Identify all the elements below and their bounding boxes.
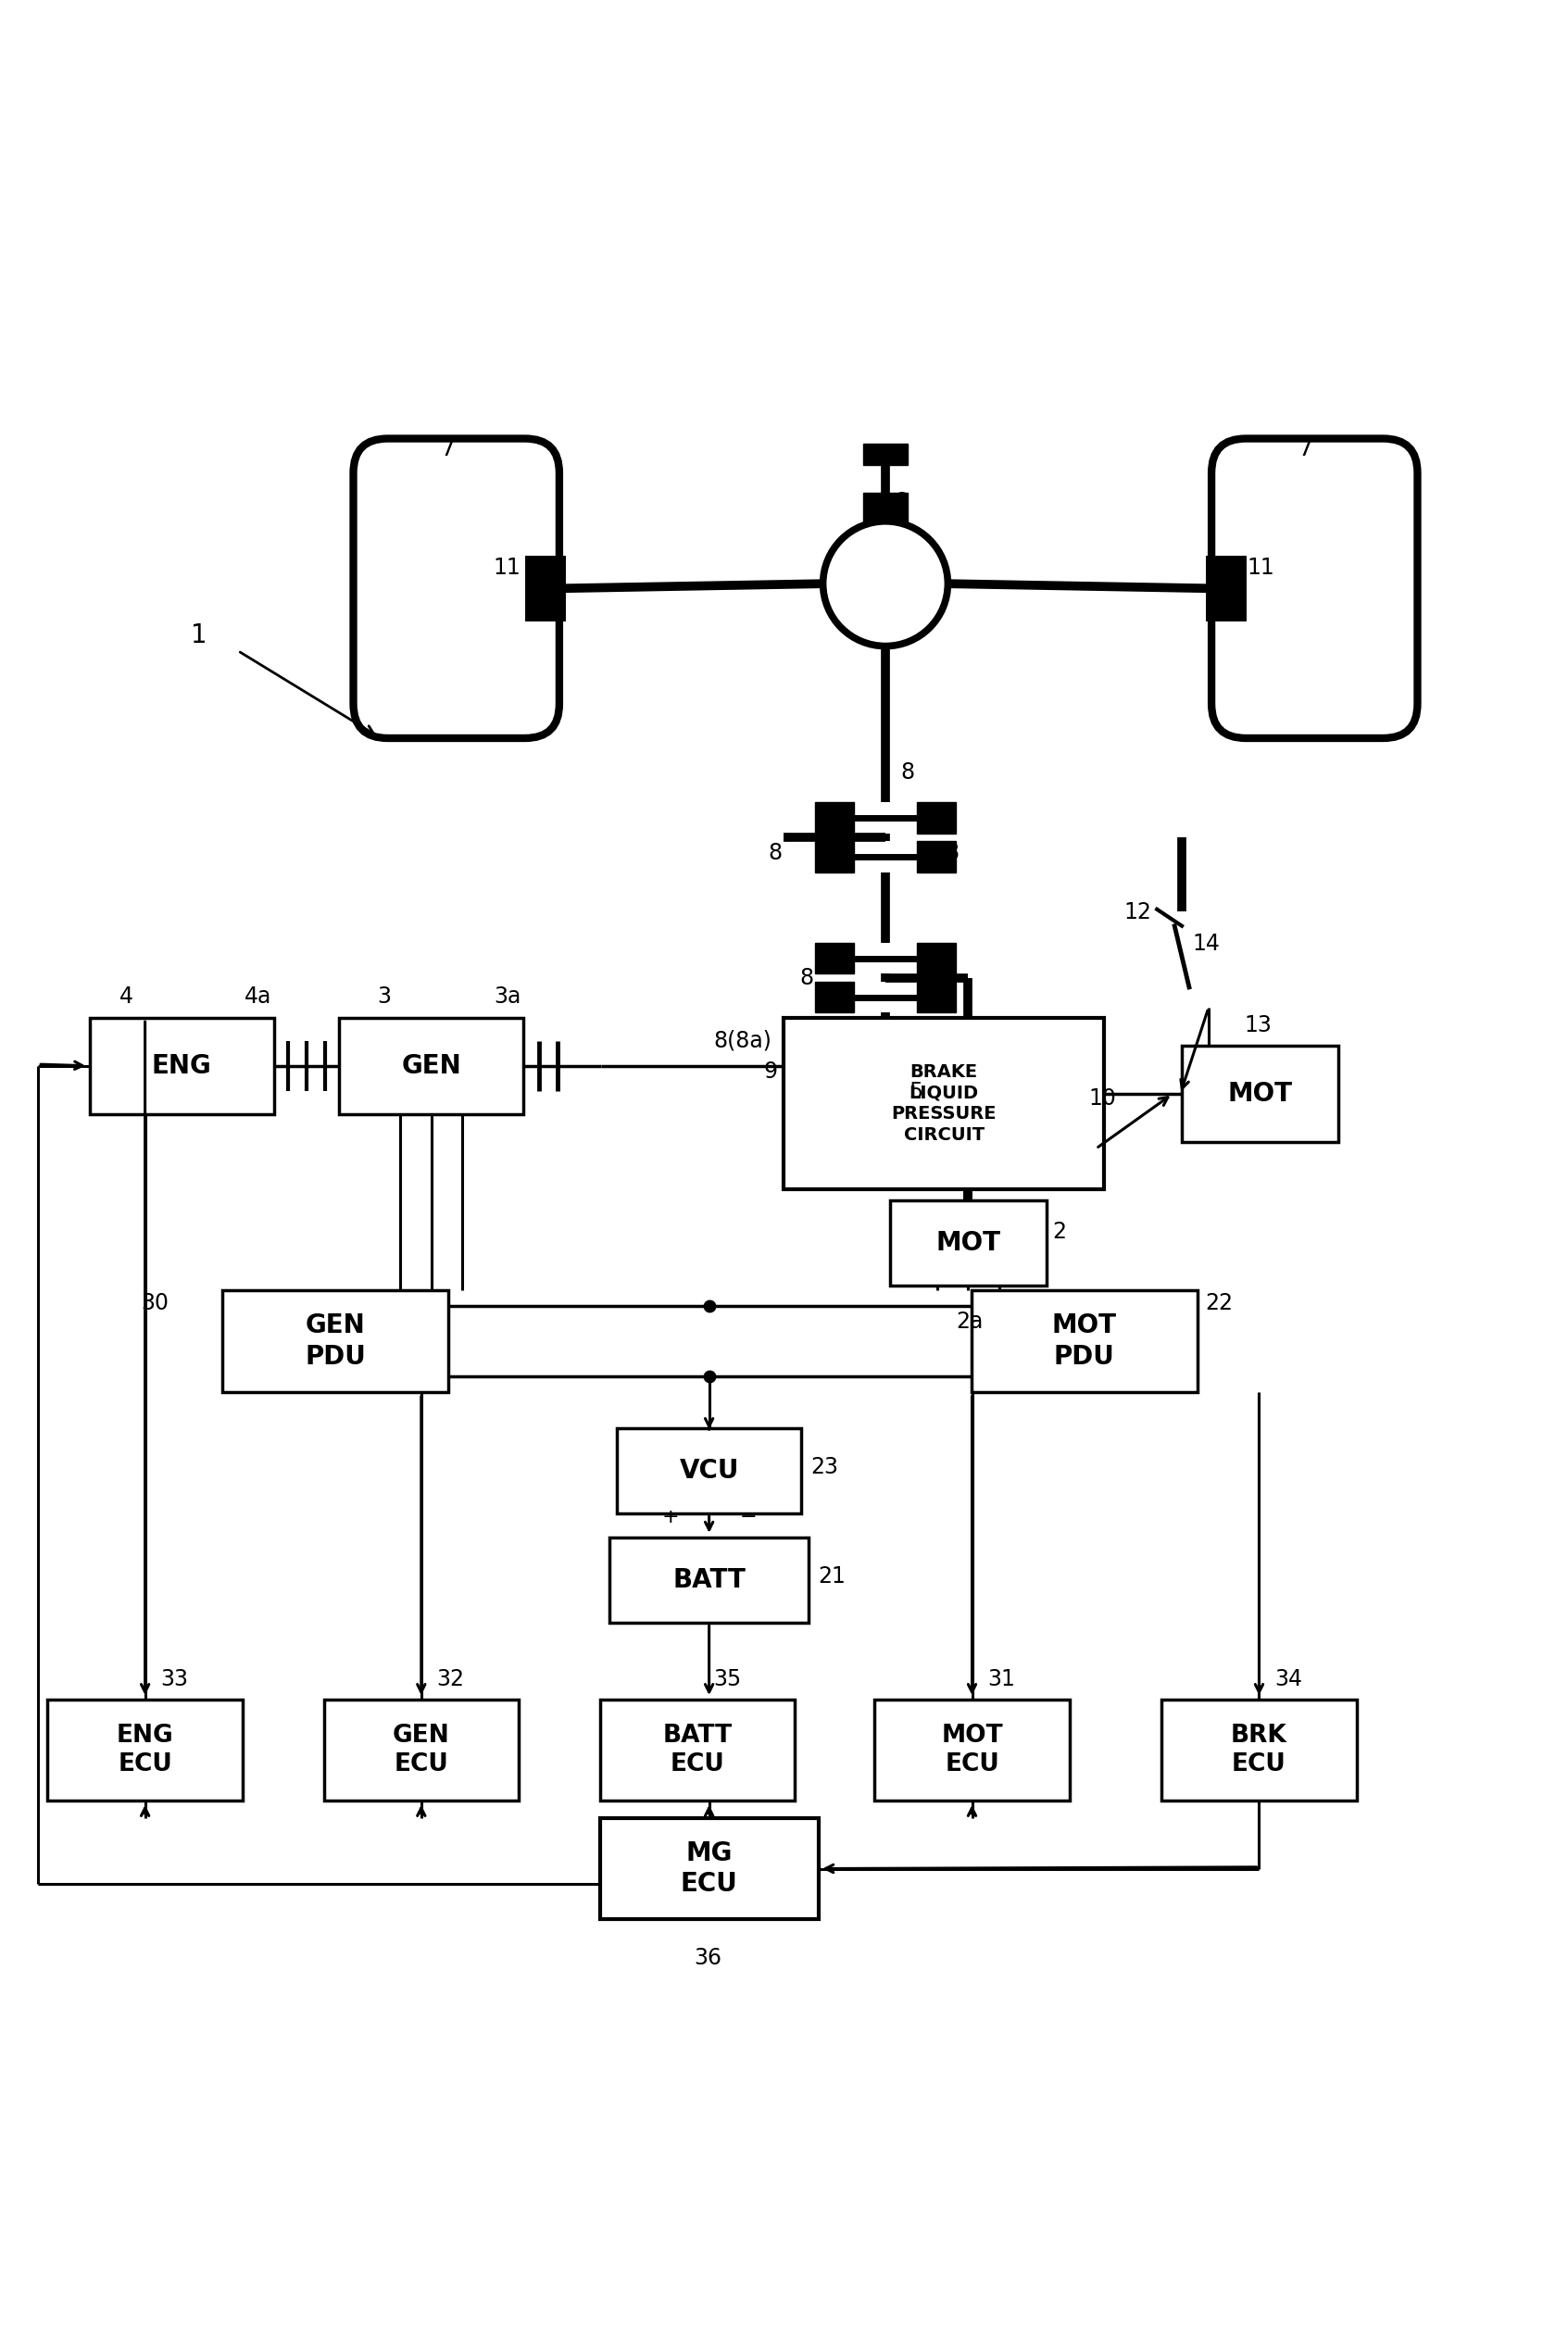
Text: 4: 4 <box>119 986 133 1009</box>
FancyBboxPatch shape <box>618 1427 801 1514</box>
Text: 9: 9 <box>764 1061 778 1082</box>
Text: 32: 32 <box>437 1669 464 1690</box>
FancyBboxPatch shape <box>917 803 955 833</box>
FancyBboxPatch shape <box>610 1537 809 1622</box>
FancyBboxPatch shape <box>323 1699 519 1800</box>
FancyBboxPatch shape <box>784 1019 1104 1190</box>
FancyBboxPatch shape <box>815 981 855 1014</box>
FancyBboxPatch shape <box>891 1199 1046 1286</box>
Text: 8(8a): 8(8a) <box>713 1030 771 1051</box>
Text: 6: 6 <box>894 491 908 514</box>
Text: GEN: GEN <box>401 1054 461 1080</box>
Text: 33: 33 <box>160 1669 188 1690</box>
Text: 30: 30 <box>141 1291 169 1314</box>
FancyBboxPatch shape <box>815 840 855 873</box>
FancyBboxPatch shape <box>601 1699 795 1800</box>
FancyBboxPatch shape <box>1209 559 1243 617</box>
Text: ENG: ENG <box>152 1054 212 1080</box>
Text: GEN
ECU: GEN ECU <box>392 1723 450 1777</box>
Text: GEN
PDU: GEN PDU <box>304 1312 365 1371</box>
Text: 5: 5 <box>909 1082 924 1103</box>
Text: +: + <box>662 1507 679 1526</box>
Text: 8: 8 <box>800 967 814 990</box>
FancyBboxPatch shape <box>917 981 955 1014</box>
Text: 22: 22 <box>1206 1291 1232 1314</box>
Text: 4a: 4a <box>245 986 271 1009</box>
Text: 11: 11 <box>1248 556 1275 580</box>
Text: 8: 8 <box>768 843 782 864</box>
FancyBboxPatch shape <box>528 559 563 617</box>
Text: 23: 23 <box>811 1457 839 1479</box>
Text: 13: 13 <box>1245 1014 1272 1035</box>
Text: BATT: BATT <box>673 1568 746 1594</box>
Text: MOT
PDU: MOT PDU <box>1052 1312 1116 1371</box>
Text: 2a: 2a <box>955 1310 983 1333</box>
Text: 2: 2 <box>1052 1220 1066 1244</box>
FancyBboxPatch shape <box>864 444 908 465</box>
FancyBboxPatch shape <box>864 493 908 521</box>
Text: BRK
ECU: BRK ECU <box>1231 1723 1287 1777</box>
Text: BATT
ECU: BATT ECU <box>663 1723 732 1777</box>
Text: VCU: VCU <box>679 1457 739 1483</box>
FancyBboxPatch shape <box>601 1819 818 1920</box>
Text: MOT
ECU: MOT ECU <box>941 1723 1004 1777</box>
FancyBboxPatch shape <box>1212 439 1417 739</box>
FancyBboxPatch shape <box>815 943 855 974</box>
FancyBboxPatch shape <box>223 1291 448 1392</box>
Text: 8: 8 <box>902 760 916 784</box>
Text: 34: 34 <box>1275 1669 1303 1690</box>
FancyBboxPatch shape <box>815 803 855 833</box>
Text: 12: 12 <box>1124 901 1152 925</box>
Text: 3a: 3a <box>494 986 521 1009</box>
FancyBboxPatch shape <box>875 1699 1069 1800</box>
Text: 7: 7 <box>1298 439 1314 460</box>
FancyBboxPatch shape <box>89 1019 274 1115</box>
Text: 31: 31 <box>988 1669 1016 1690</box>
FancyBboxPatch shape <box>1162 1699 1356 1800</box>
FancyBboxPatch shape <box>1182 1044 1338 1143</box>
Text: 35: 35 <box>713 1669 742 1690</box>
FancyBboxPatch shape <box>353 439 560 739</box>
Text: 10: 10 <box>1088 1087 1116 1110</box>
FancyBboxPatch shape <box>917 943 955 974</box>
FancyBboxPatch shape <box>47 1699 243 1800</box>
Text: MOT: MOT <box>1228 1082 1292 1108</box>
FancyBboxPatch shape <box>971 1291 1198 1392</box>
FancyBboxPatch shape <box>339 1019 524 1115</box>
Text: MG
ECU: MG ECU <box>681 1840 737 1896</box>
Text: 3: 3 <box>376 986 390 1009</box>
Text: BRAKE
LIQUID
PRESSURE
CIRCUIT: BRAKE LIQUID PRESSURE CIRCUIT <box>891 1063 997 1143</box>
Text: 8: 8 <box>944 843 958 864</box>
Text: 21: 21 <box>818 1565 847 1589</box>
Text: ENG
ECU: ENG ECU <box>116 1723 174 1777</box>
FancyBboxPatch shape <box>917 840 955 873</box>
Text: 1: 1 <box>191 622 207 648</box>
Text: −: − <box>740 1507 757 1526</box>
Text: 11: 11 <box>492 556 521 580</box>
Text: 36: 36 <box>693 1948 721 1969</box>
Text: MOT: MOT <box>936 1230 1000 1256</box>
Text: 14: 14 <box>1193 932 1220 955</box>
Text: 7: 7 <box>441 439 455 460</box>
